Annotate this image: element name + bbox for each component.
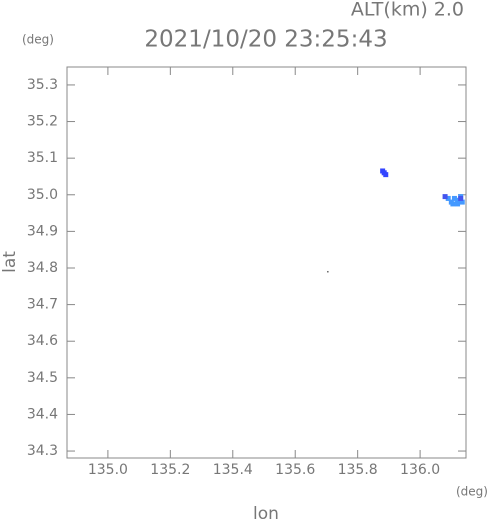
y-axis-label: lat [0, 251, 20, 273]
radar-echo [455, 201, 461, 207]
y-tick-label: 35.3 [27, 77, 58, 93]
y-tick-label: 34.7 [27, 297, 58, 313]
subtitle: ALT(km) 2.0 [351, 0, 464, 21]
x-unit: (deg) [456, 485, 488, 499]
x-axis-label: lon [253, 504, 279, 521]
x-tick-label: 135.4 [213, 462, 253, 478]
y-tick-label: 34.4 [27, 406, 58, 422]
x-tick-label: 136.0 [400, 462, 440, 478]
radar-echo [458, 195, 464, 201]
y-tick-label: 35.0 [27, 187, 58, 203]
radar-echo [451, 195, 457, 201]
x-tick-label: 135.8 [338, 462, 378, 478]
y-tick-label: 35.2 [27, 114, 58, 130]
y-tick-label: 34.9 [27, 223, 58, 239]
radar-echo [383, 172, 389, 178]
y-tick-label: 34.8 [27, 260, 58, 276]
y-tick-label: 34.6 [27, 333, 58, 349]
y-tick-label: 34.5 [27, 370, 58, 386]
x-tick-label: 135.6 [275, 462, 315, 478]
radar-echo [459, 199, 465, 205]
radar-echo [450, 201, 456, 207]
radar-echo [455, 197, 461, 203]
radar-echo [442, 194, 448, 200]
radar-echo [445, 195, 451, 201]
radar-echo [327, 270, 329, 273]
y-unit: (deg) [22, 33, 54, 47]
x-tick-label: 135.2 [150, 462, 190, 478]
plot-frame [66, 66, 467, 459]
y-tick-label: 34.3 [27, 443, 58, 459]
x-tick-label: 135.0 [88, 462, 128, 478]
y-tick-label: 35.1 [27, 150, 58, 166]
chart-title: 2021/10/20 23:25:43 [144, 27, 387, 53]
